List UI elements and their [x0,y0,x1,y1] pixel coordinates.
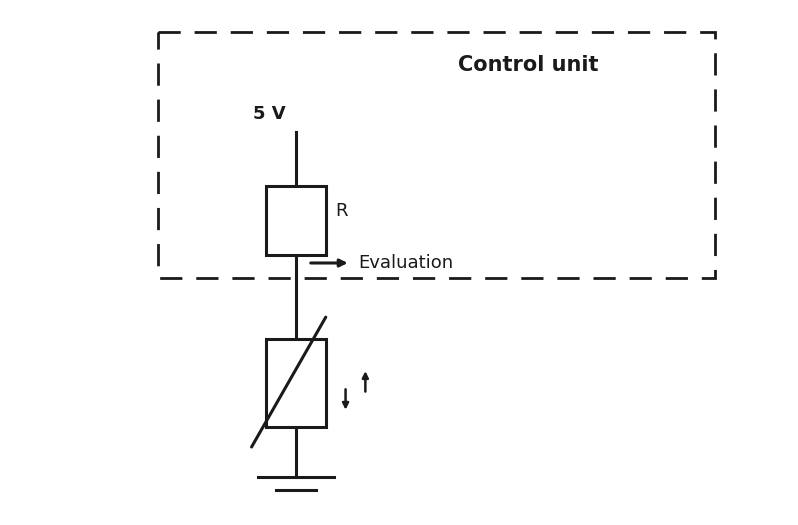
Bar [267,186,326,255]
Text: R: R [336,202,348,220]
Text: Evaluation: Evaluation [358,254,453,272]
Text: Control unit: Control unit [458,55,598,75]
Bar [267,339,326,427]
Bar [157,32,715,278]
Text: 5 V: 5 V [253,106,286,123]
